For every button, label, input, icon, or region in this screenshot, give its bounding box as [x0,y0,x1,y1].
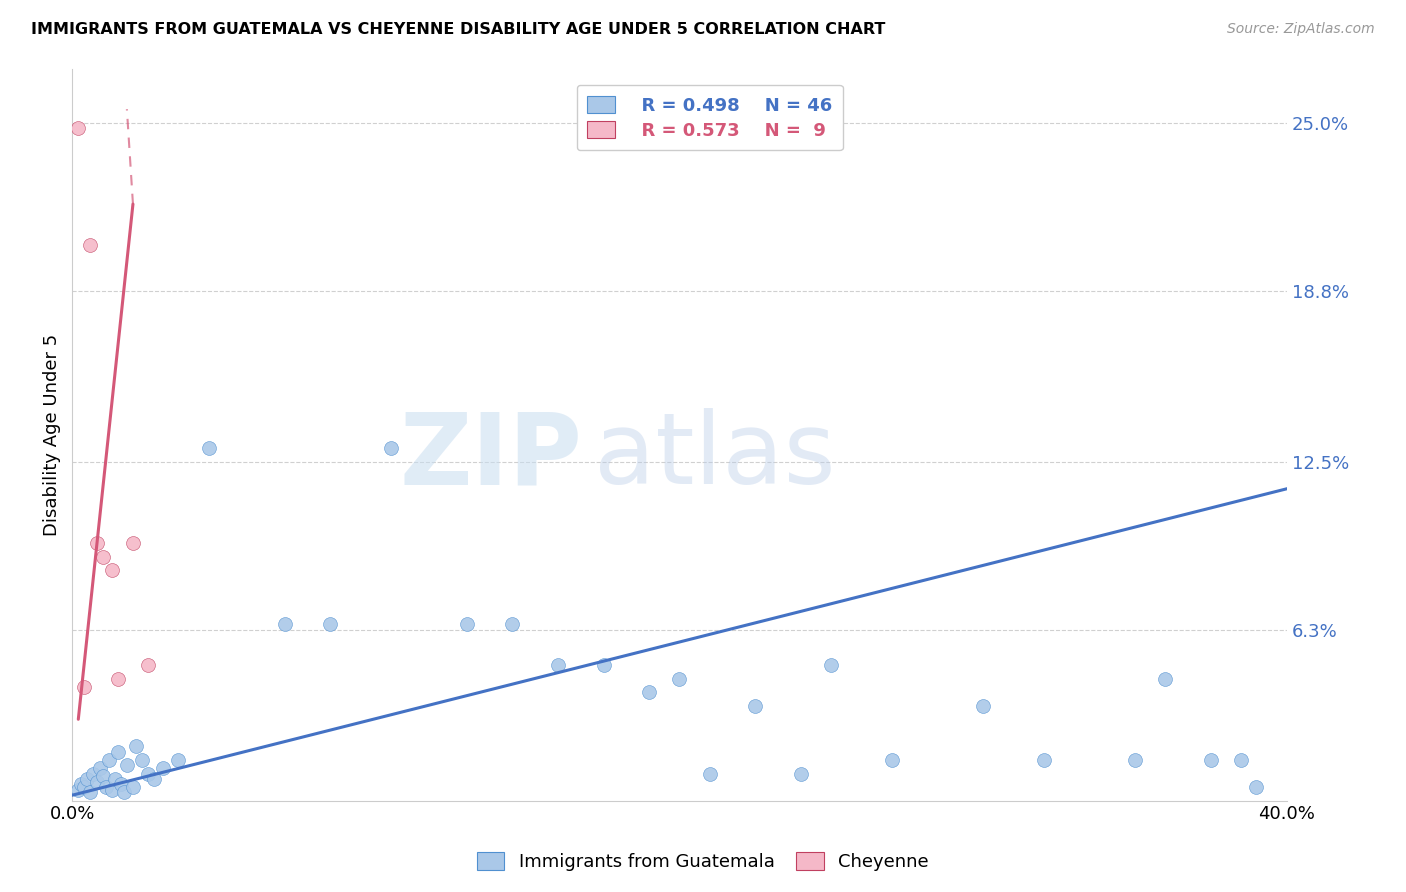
Point [97,753,120,767]
Text: IMMIGRANTS FROM GUATEMALA VS CHEYENNE DISABILITY AGE UNDER 5 CORRELATION CHART: IMMIGRANTS FROM GUATEMALA VS CHEYENNE DI… [31,22,886,37]
Point [115,758,138,772]
Point [122,780,145,794]
Point [380,441,402,455]
Point [1230,753,1253,767]
Point [82,766,104,780]
Point [73,680,96,694]
Point [668,672,690,686]
Point [699,766,721,780]
Point [86,774,108,789]
Point [1032,753,1054,767]
Point [152,761,174,775]
Point [456,617,478,632]
Point [70,777,93,791]
Legend:   R = 0.498    N = 46,   R = 0.573    N =  9: R = 0.498 N = 46, R = 0.573 N = 9 [576,85,844,151]
Point [744,698,766,713]
Point [274,617,297,632]
Legend: Immigrants from Guatemala, Cheyenne: Immigrants from Guatemala, Cheyenne [470,846,936,879]
Point [110,777,132,791]
Point [73,780,96,794]
Point [972,698,994,713]
Point [91,549,114,564]
Point [131,753,153,767]
Point [136,658,159,673]
Point [122,536,145,550]
Point [820,658,842,673]
Point [167,753,190,767]
Point [112,785,135,799]
Point [79,785,101,799]
Point [94,780,117,794]
Point [104,772,127,786]
Point [67,121,90,136]
Point [547,658,569,673]
Point [880,753,903,767]
Point [143,772,166,786]
Point [67,782,90,797]
Point [1123,753,1146,767]
Point [501,617,523,632]
Point [107,745,129,759]
Point [91,769,114,783]
Point [198,441,221,455]
Point [100,563,122,577]
Point [1199,753,1222,767]
Text: ZIP: ZIP [399,408,582,505]
Point [1246,780,1268,794]
Point [319,617,342,632]
Point [79,237,101,252]
Y-axis label: Disability Age Under 5: Disability Age Under 5 [44,334,60,536]
Point [592,658,614,673]
Point [107,672,129,686]
Point [100,782,122,797]
Text: Source: ZipAtlas.com: Source: ZipAtlas.com [1227,22,1375,37]
Point [136,766,159,780]
Point [790,766,813,780]
Point [638,685,661,699]
Point [125,739,148,754]
Point [89,761,111,775]
Point [76,772,98,786]
Point [86,536,108,550]
Point [1154,672,1177,686]
Text: atlas: atlas [595,408,837,505]
